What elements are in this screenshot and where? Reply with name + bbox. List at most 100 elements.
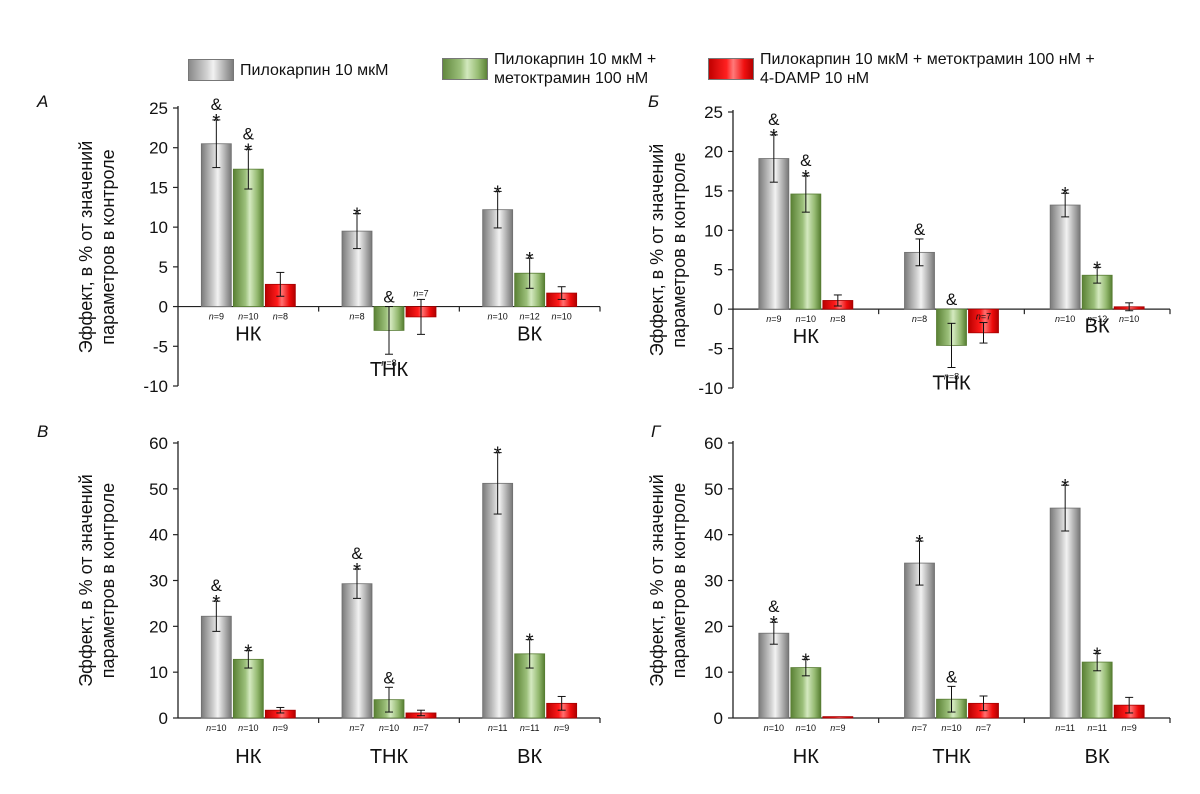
y-tick-label: 15: [149, 178, 168, 197]
n-symbol: n: [520, 312, 525, 322]
category-label: НК: [235, 324, 261, 346]
y-tick-label: 20: [704, 617, 723, 636]
n-symbol: n: [830, 314, 835, 324]
bar-s3-0: [822, 716, 854, 719]
n-label: n=8: [830, 314, 845, 324]
category-label: НК: [235, 746, 261, 768]
significance-amp: &: [351, 544, 363, 563]
y-axis-label: Эффект, в % от значений параметров в конт…: [647, 144, 689, 357]
n-value: =9: [278, 723, 288, 733]
y-axis-label: Эффект, в % от значений параметров в конт…: [647, 474, 689, 687]
n-value: =10: [243, 723, 258, 733]
n-label: n=10: [206, 723, 226, 733]
n-value: =7: [981, 723, 991, 733]
n-label: n=7: [413, 723, 428, 733]
n-value: =7: [354, 723, 364, 733]
n-value: =7: [418, 288, 428, 298]
n-value: =10: [211, 723, 226, 733]
n-symbol: n: [766, 314, 771, 324]
n-value: =11: [1092, 723, 1107, 733]
y-tick-label: 10: [149, 663, 168, 682]
n-value: =9: [835, 723, 845, 733]
bar-s2-0: [232, 168, 264, 307]
significance-star: *: [494, 182, 502, 204]
n-label: n=10: [488, 312, 508, 322]
n-value: =10: [801, 314, 816, 324]
bar-s1-0: [200, 143, 232, 307]
n-value: =8: [354, 312, 364, 322]
legend-label: Пилокарпин 10 мкМ + метоктрамин 100 нМ +…: [760, 51, 1095, 87]
y-axis-label-line: Эффект, в % от значений: [76, 474, 96, 687]
y-tick-label: 25: [149, 99, 168, 118]
y-tick-label: 60: [704, 434, 723, 453]
n-symbol: n: [830, 723, 835, 733]
bar-s1-2: [1049, 507, 1081, 719]
legend-item-pilocarpine: Пилокарпин 10 мкМ: [188, 59, 388, 81]
y-tick-label: 40: [149, 526, 168, 545]
y-axis-label-line: параметров в контроле: [98, 149, 118, 344]
significance-star: *: [212, 111, 220, 133]
n-symbol: n: [349, 723, 354, 733]
n-label: n=10: [1119, 314, 1139, 324]
n-label: n=8: [349, 312, 364, 322]
y-tick-label: 60: [149, 434, 168, 453]
y-tick-label: 50: [704, 480, 723, 499]
n-symbol: n: [206, 723, 211, 733]
category-label: ТНК: [932, 372, 971, 394]
bar-s1-2: [482, 482, 514, 719]
significance-amp: &: [914, 220, 926, 239]
n-symbol: n: [1122, 723, 1127, 733]
category-label: ВК: [1085, 316, 1110, 338]
y-tick-label: 5: [714, 261, 723, 280]
n-value: =9: [1127, 723, 1137, 733]
y-tick-label: 25: [704, 103, 723, 122]
n-label: n=10: [796, 314, 816, 324]
n-symbol: n: [554, 723, 559, 733]
n-symbol: n: [912, 723, 917, 733]
n-label: n=10: [238, 723, 258, 733]
n-label: n=8: [273, 312, 288, 322]
category-label: ВК: [517, 746, 542, 768]
n-symbol: n: [488, 312, 493, 322]
n-value: =11: [1060, 723, 1075, 733]
n-symbol: n: [976, 723, 981, 733]
legend-item-methoctramine: Пилокарпин 10 мкМ + метоктрамин 100 нМ: [442, 50, 656, 88]
chart-legend: Пилокарпин 10 мкМ Пилокарпин 10 мкМ + ме…: [0, 0, 1200, 95]
n-label: n=10: [238, 312, 258, 322]
bar-s2-0: [232, 658, 264, 719]
significance-star: *: [212, 592, 220, 614]
significance-amp: &: [383, 668, 395, 687]
n-symbol: n: [764, 723, 769, 733]
n-label: n=10: [552, 312, 572, 322]
n-symbol: n: [209, 312, 214, 322]
significance-star: *: [526, 631, 534, 653]
n-label: n=7: [349, 723, 364, 733]
n-label: n=9: [554, 723, 569, 733]
bar-s1-1: [904, 562, 935, 719]
y-axis-label-line: параметров в контроле: [669, 152, 689, 347]
n-symbol: n: [912, 314, 917, 324]
n-value: =10: [769, 723, 784, 733]
panel-letter-d: Г: [651, 422, 661, 441]
panel-letter-c: В: [37, 422, 49, 441]
n-value: =10: [1060, 314, 1075, 324]
significance-amp: &: [383, 288, 395, 307]
y-tick-label: 20: [149, 139, 168, 158]
y-tick-label: 15: [704, 182, 723, 201]
legend-label: Пилокарпин 10 мкМ: [240, 61, 389, 79]
n-label: n=9: [766, 314, 781, 324]
y-tick-label: 0: [159, 709, 168, 728]
category-label: ВК: [1085, 746, 1110, 768]
y-axis-label-line: Эффект, в % от значений: [647, 144, 667, 357]
legend-swatch-green: [442, 58, 488, 80]
n-value: =12: [1092, 314, 1107, 324]
n-label: n=10: [1055, 314, 1075, 324]
n-value: =10: [384, 723, 399, 733]
significance-star: *: [916, 532, 924, 554]
bar-s1-0: [758, 158, 790, 310]
y-axis-label-line: параметров в контроле: [669, 483, 689, 678]
y-tick-label: -5: [708, 340, 723, 359]
significance-star: *: [1093, 258, 1101, 280]
n-value: =10: [557, 312, 572, 322]
n-label: n=7: [976, 312, 991, 322]
